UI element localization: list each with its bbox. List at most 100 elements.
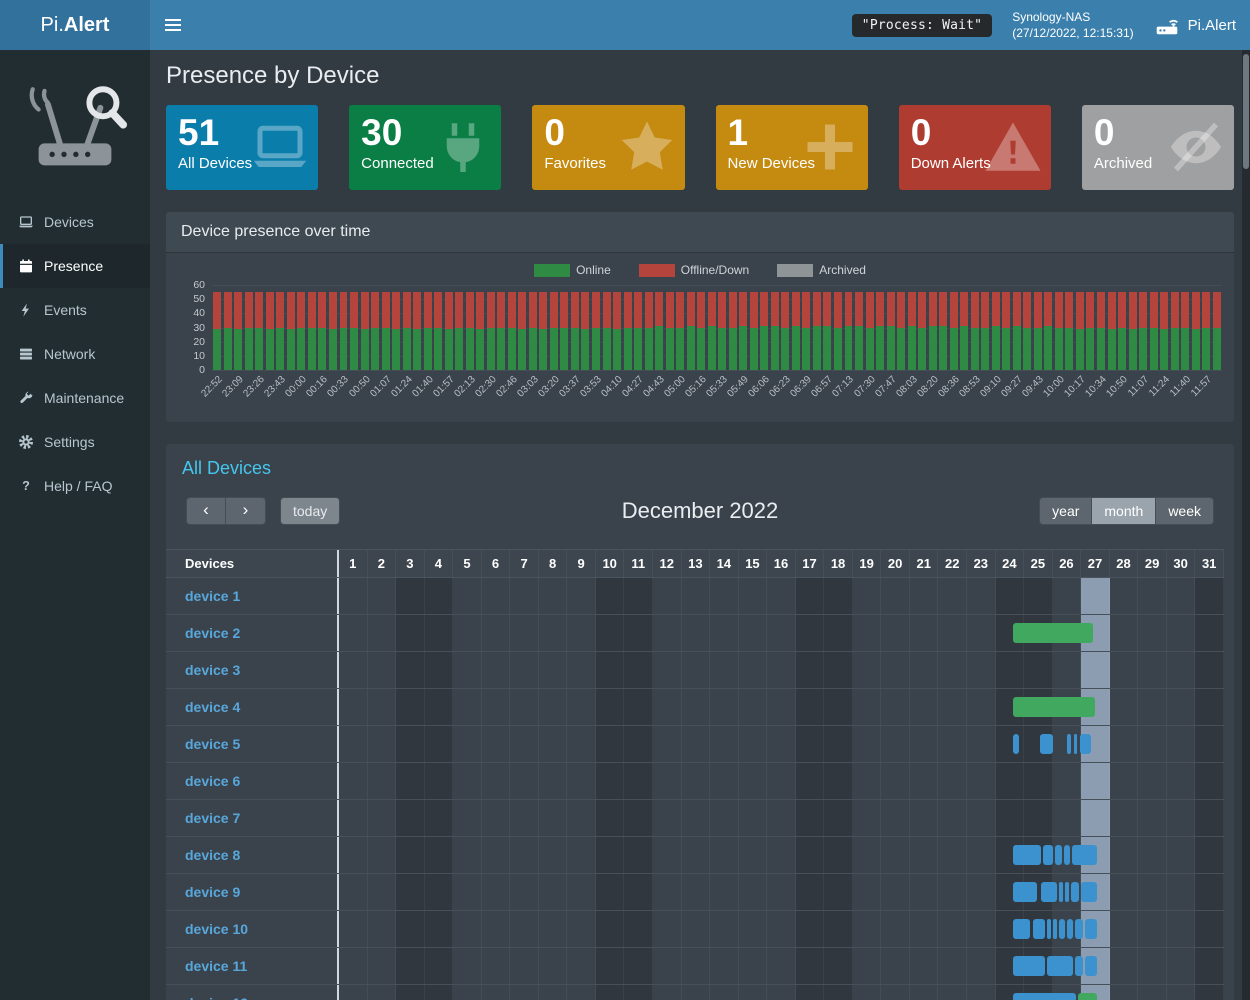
device-link[interactable]: device 4 [185,699,241,715]
legend-item-archived[interactable]: Archived [777,263,866,277]
calendar-day-cell [853,985,882,1000]
calendar-day-cell [453,726,482,762]
calendar-view-year[interactable]: year [1039,497,1093,525]
calendar-day-cell [424,578,454,614]
sidebar-item-settings[interactable]: Settings [0,420,150,464]
chart-bar [297,285,306,370]
device-row: device 8 [166,837,1224,874]
offline-segment [1181,292,1190,328]
calendar-day-cell [539,689,568,725]
calendar-day-cell [1195,652,1224,688]
calendar-day-cell [1110,948,1139,984]
device-name-cell: device 10 [166,911,339,947]
device-link[interactable]: device 6 [185,773,241,789]
online-segment [1128,328,1137,370]
sidebar-item-events[interactable]: Events [0,288,150,332]
device-link[interactable]: device 5 [185,736,241,752]
chart-bar [497,285,506,370]
device-link[interactable]: device 1 [185,588,241,604]
offline-segment [234,292,243,329]
online-segment [749,327,758,370]
legend-item-online[interactable]: Online [534,263,611,277]
info-box-archived[interactable]: 0 Archived [1081,105,1235,190]
legend-item-offline-down[interactable]: Offline/Down [638,263,749,277]
chart-bar [560,285,569,370]
calendar-day-cell [710,578,739,614]
navbar-right-area: "Process: Wait" Synology-NAS (27/12/2022… [851,0,1250,50]
sidebar-item-devices[interactable]: Devices [0,200,150,244]
chart-bar [360,285,369,370]
sidebar-item-maintenance[interactable]: Maintenance [0,376,150,420]
calendar-day-cell [396,911,425,947]
day-header-18: 18 [824,550,853,577]
offline-segment [781,292,790,328]
device-name-cell: device 12 [166,985,339,1000]
calendar-day-cell [567,726,596,762]
sidebar-item-presence[interactable]: Presence [0,244,150,288]
chart-bar [1012,285,1021,370]
calendar-day-cell [539,837,568,873]
chart-bar [697,285,706,370]
sidebar-item-network[interactable]: Network [0,332,150,376]
sidebar-item-help-faq[interactable]: ? Help / FAQ [0,464,150,508]
scrollbar-track[interactable] [1242,50,1250,1000]
calendar-day-cell [1138,578,1167,614]
device-link[interactable]: device 7 [185,810,241,826]
calendar-day-cell [567,911,596,947]
device-link[interactable]: device 10 [185,921,249,937]
offline-segment [749,292,758,328]
online-segment [213,328,222,370]
online-segment [823,326,832,370]
info-box-new-devices[interactable]: 1 New Devices [715,105,868,190]
calendar-day-cell [938,689,968,725]
chart-bar [402,285,411,370]
device-link[interactable]: device 8 [185,847,241,863]
online-segment [297,327,306,370]
calendar-next-button[interactable]: › [226,497,266,525]
calendar-day-cell [853,874,882,910]
online-segment [907,326,916,370]
calendar-prev-button[interactable]: ‹ [186,497,226,525]
presence-bar [1012,919,1031,939]
calendar-day-cell [482,689,511,725]
sidebar-toggle-button[interactable] [150,0,196,50]
online-segment [339,327,348,370]
calendar-day-cell [1138,689,1167,725]
online-segment [1054,327,1063,370]
scrollbar-thumb[interactable] [1243,54,1249,169]
offline-segment [876,292,885,327]
presence-bar [1012,956,1045,976]
device-link[interactable]: device 9 [185,884,241,900]
device-link[interactable]: device 3 [185,662,241,678]
calendar-day-cell [824,726,853,762]
y-tick-label: 20 [193,335,205,348]
info-box-favorites[interactable]: 0 Favorites [532,105,685,190]
info-box-down-alerts[interactable]: 0 Down Alerts [898,105,1051,190]
info-box-connected[interactable]: 30 Connected [349,105,502,190]
info-box-all-devices[interactable]: 51 All Devices [166,105,319,190]
calendar-day-cell [710,911,739,947]
app-logo[interactable]: Pi. Alert [0,0,150,50]
calendar-day-cell [767,578,796,614]
calendar-view-month[interactable]: month [1092,497,1157,525]
chart-bar [1191,285,1200,370]
calendar-today-button[interactable]: today [280,497,341,525]
calendar-day-cell [653,763,682,799]
device-row: device 10 [166,911,1224,948]
online-segment [739,326,748,370]
calendar-day-cell [1195,615,1224,651]
device-link[interactable]: device 12 [185,995,248,1000]
calendar-view-week[interactable]: week [1156,497,1214,525]
device-link[interactable]: device 11 [185,958,248,974]
chart-bar [1107,285,1116,370]
offline-segment [791,292,800,327]
router-icon [1154,12,1180,38]
calendar-day-cell [767,985,796,1000]
device-row: device 3 [166,652,1224,689]
device-link[interactable]: device 2 [185,625,241,641]
calendar-day-cell [1195,578,1224,614]
navbar-brand-right[interactable]: Pi.Alert [1154,12,1236,38]
legend-swatch [777,263,814,277]
x-tick-label: 08:36 [936,374,962,400]
chart-bar [465,285,474,370]
